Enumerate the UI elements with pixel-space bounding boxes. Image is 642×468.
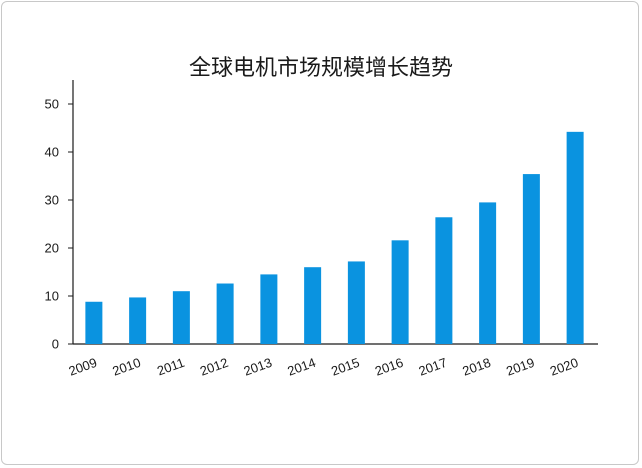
x-tick-label-2015: 2015 [329,355,361,379]
y-tick-label: 40 [45,145,59,160]
chart-title: 全球电机市场规模增长趋势 [188,56,453,81]
y-tick-label: 50 [45,97,59,112]
x-tick-label-2014: 2014 [285,355,317,379]
x-tick-label-2011: 2011 [155,355,186,379]
bar-2020 [566,131,584,344]
x-tick-label-2018: 2018 [460,355,492,379]
x-tick-label-2016: 2016 [373,355,405,379]
x-tick-label-2010: 2010 [110,355,142,379]
y-tick-label: 20 [45,241,59,256]
bar-2013 [260,274,278,344]
y-tick-label: 30 [45,193,59,208]
x-tick-label-2009: 2009 [67,355,99,379]
bar-2017 [435,217,453,344]
x-tick-label-2017: 2017 [417,355,449,379]
bar-2018 [479,202,497,344]
bar-2011 [172,291,190,344]
bar-2019 [522,174,540,344]
x-tick-label-2012: 2012 [198,355,230,379]
x-tick-label-2019: 2019 [504,355,536,379]
bar-2009 [85,301,103,344]
bar-2010 [129,297,147,344]
x-tick-label-2013: 2013 [242,355,274,379]
bar-2015 [347,261,365,344]
bar-2016 [391,240,409,344]
bar-2012 [216,283,234,344]
y-tick-label: 0 [52,337,59,352]
y-tick-label: 10 [45,289,59,304]
bar-2014 [304,267,322,344]
x-tick-label-2020: 2020 [548,355,580,379]
